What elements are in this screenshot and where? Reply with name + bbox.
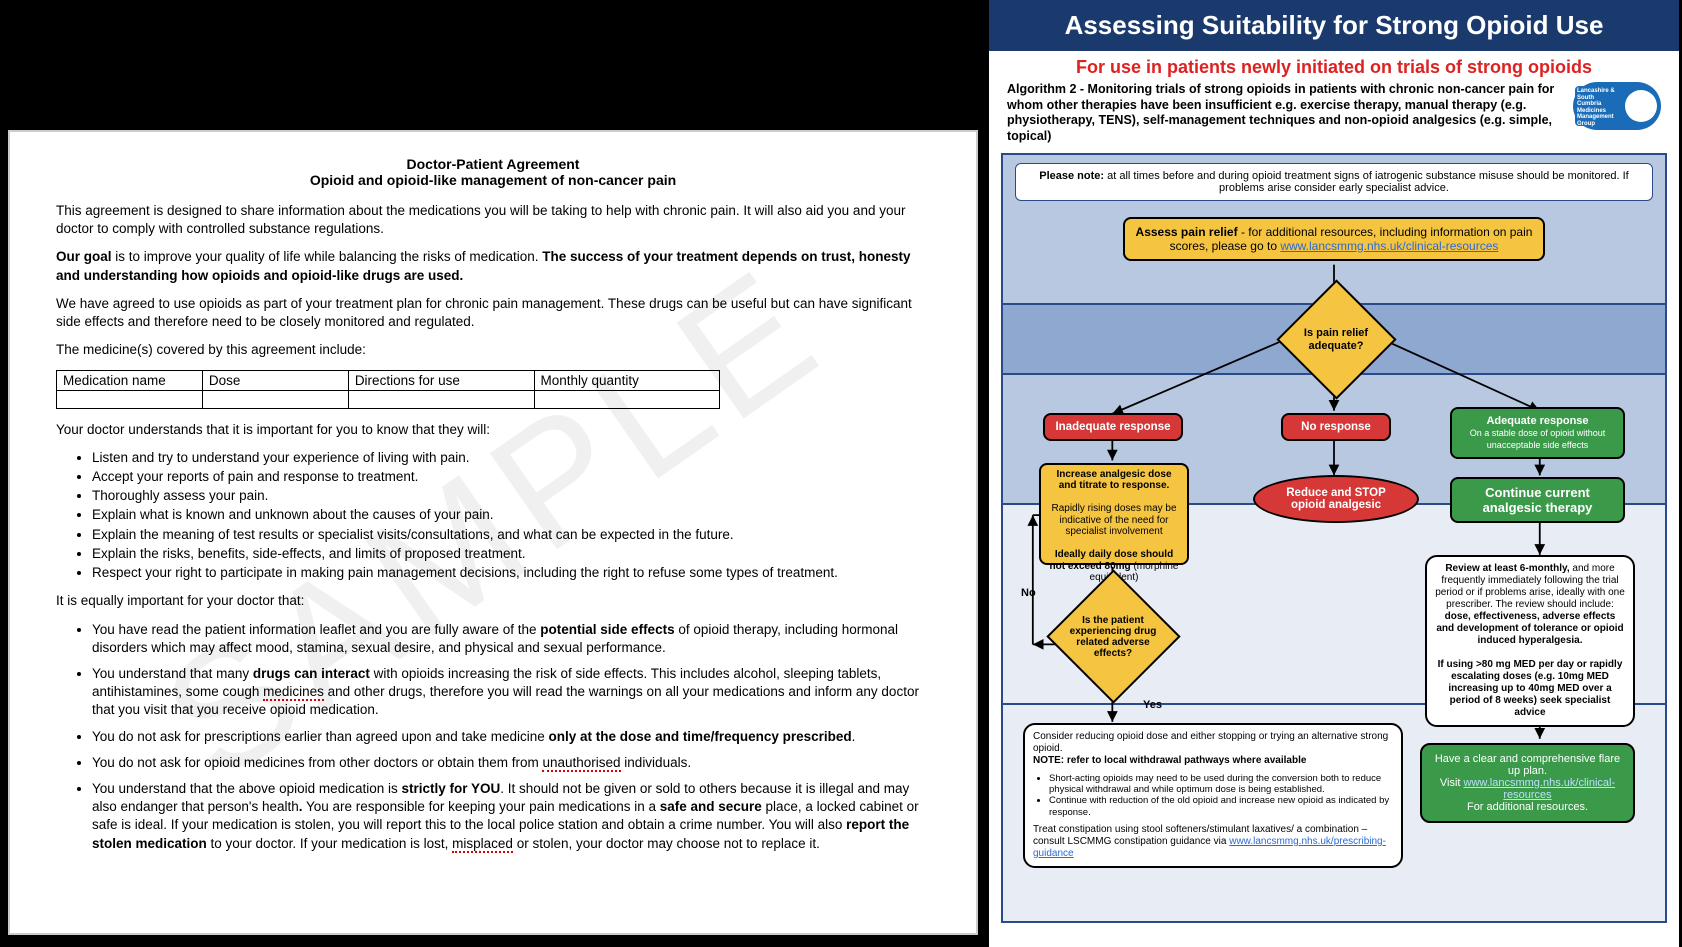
decision-pain-relief: Is pain relief adequate? [1276, 300, 1396, 380]
patient-list: You have read the patient information le… [92, 621, 930, 853]
list-item: You understand that the above opioid med… [92, 780, 930, 853]
list-item: Explain the meaning of test results or s… [92, 526, 930, 544]
doc-p5: Your doctor understands that it is impor… [56, 421, 930, 439]
goal-bold: Our goal [56, 249, 112, 264]
th-qty: Monthly quantity [534, 370, 720, 390]
adequate-box: Adequate response On a stable dose of op… [1450, 407, 1625, 459]
list-item: You do not ask for opioid medicines from… [92, 754, 930, 772]
list-item: Explain what is known and unknown about … [92, 506, 930, 524]
list-item: You do not ask for prescriptions earlier… [92, 728, 930, 746]
doc-p1: This agreement is designed to share info… [56, 202, 930, 238]
list-item: Respect your right to participate in mak… [92, 564, 930, 582]
reduce-stop-box: Reduce and STOP opioid analgesic [1253, 475, 1419, 523]
decision-adverse: Is the patient experiencing drug related… [1053, 597, 1173, 677]
assess-box: Assess pain relief - for additional reso… [1123, 217, 1545, 261]
list-item: Thoroughly assess your pain. [92, 487, 930, 505]
doc-p2: Our goal is to improve your quality of l… [56, 248, 930, 284]
flowchart-document: Assessing Suitability for Strong Opioid … [989, 0, 1679, 947]
right-panel: Assessing Suitability for Strong Opioid … [985, 0, 1682, 947]
list-item: Short-acting opioids may need to be used… [1049, 773, 1393, 796]
noresponse-box: No response [1281, 413, 1391, 441]
flare-link[interactable]: www.lancsmmg.nhs.uk/clinical-resources [1464, 777, 1616, 801]
list-item: Continue with reduction of the old opioi… [1049, 795, 1393, 818]
list-item: You understand that many drugs can inter… [92, 665, 930, 720]
th-dose: Dose [202, 370, 348, 390]
doc-p4: The medicine(s) covered by this agreemen… [56, 341, 930, 359]
org-logo: Lancashire & South Cumbria Medicines Man… [1573, 82, 1661, 130]
left-panel: SAMPLE Doctor-Patient Agreement Opioid a… [0, 0, 985, 947]
doc-title-1: Doctor-Patient Agreement [56, 156, 930, 172]
list-item: Explain the risks, benefits, side-effect… [92, 545, 930, 563]
list-item: You have read the patient information le… [92, 621, 930, 657]
flow-subtitle: For use in patients newly initiated on t… [989, 51, 1679, 80]
inadequate-box: Inadequate response [1043, 413, 1183, 441]
th-med: Medication name [57, 370, 203, 390]
consider-box: Consider reducing opioid dose and either… [1023, 723, 1403, 869]
doc-p3: We have agreed to use opioids as part of… [56, 295, 930, 331]
flow-desc: Algorithm 2 - Monitoring trials of stron… [989, 80, 1679, 153]
review-box: Review at least 6-monthly, and more freq… [1425, 555, 1635, 727]
doc-p6: It is equally important for your doctor … [56, 592, 930, 610]
continue-box: Continue current analgesic therapy [1450, 477, 1625, 523]
label-no: No [1021, 587, 1036, 599]
agreement-document: SAMPLE Doctor-Patient Agreement Opioid a… [8, 130, 978, 935]
medication-table: Medication name Dose Directions for use … [56, 370, 720, 409]
th-dir: Directions for use [348, 370, 534, 390]
assess-link[interactable]: www.lancsmmg.nhs.uk/clinical-resources [1280, 239, 1498, 253]
label-yes: Yes [1143, 699, 1162, 711]
titrate-box: Increase analgesic dose and titrate to r… [1039, 463, 1189, 565]
flowchart-area: Please note: at all times before and dur… [1001, 153, 1667, 923]
doc-title-2: Opioid and opioid-like management of non… [56, 172, 930, 188]
list-item: Listen and try to understand your experi… [92, 449, 930, 467]
list-item: Accept your reports of pain and response… [92, 468, 930, 486]
doctor-will-list: Listen and try to understand your experi… [92, 449, 930, 583]
flare-box: Have a clear and comprehensive flare up … [1420, 743, 1635, 823]
note-box: Please note: at all times before and dur… [1015, 163, 1653, 201]
flow-title: Assessing Suitability for Strong Opioid … [989, 0, 1679, 51]
table-row [57, 390, 720, 408]
